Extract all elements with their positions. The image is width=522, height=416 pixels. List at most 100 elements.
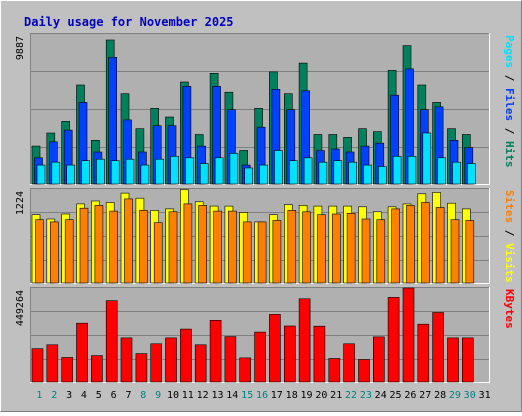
bar-pages-day-21 [333, 160, 343, 185]
bar-pages-day-30 [466, 163, 476, 185]
bar-kbytes-day-15 [239, 357, 251, 383]
x-tick-label-day-4: 4 [81, 390, 87, 401]
bar-sites-day-22 [346, 213, 356, 284]
bar-sites-day-9 [153, 222, 163, 284]
x-tick-label-day-26: 26 [404, 390, 416, 401]
x-tick-label-day-21: 21 [330, 390, 342, 401]
bar-pages-day-9 [155, 158, 164, 185]
bar-kbytes-day-11 [180, 328, 192, 383]
bar-kbytes-day-21 [328, 358, 341, 383]
bar-kbytes-day-16 [254, 331, 266, 383]
legend-item-pages: Pages [503, 35, 516, 68]
x-tick-label-day-11: 11 [182, 390, 194, 401]
bar-pages-day-25 [392, 156, 402, 185]
bar-sites-day-24 [376, 219, 386, 284]
x-tick-label-day-1: 1 [36, 390, 42, 401]
x-tick-label-day-12: 12 [197, 390, 209, 401]
x-axis-labels: 1 2 3 4 5 6 7 8 9 10 11 12 13 14 15 16 17 18 19 20 21 22 23 24 2… [36, 390, 490, 401]
bar-sites-day-8 [139, 210, 148, 284]
x-tick-label-day-23: 23 [360, 390, 372, 401]
x-tick-label-day-8: 8 [140, 390, 146, 401]
x-tick-label-day-30: 30 [464, 390, 476, 401]
bar-sites-day-2 [49, 221, 59, 284]
chart-title: Daily usage for November 2025 [24, 15, 234, 29]
bar-pages-day-18 [288, 160, 298, 185]
legend-item-visits: Visits [503, 243, 516, 283]
panel-visits-sites: 1224 Sites / Visits [15, 188, 516, 284]
bar-kbytes-day-26 [402, 287, 415, 383]
legend-item-files: Files [503, 88, 516, 121]
bar-sites-day-3 [64, 219, 74, 284]
x-tick-label-day-3: 3 [66, 390, 72, 401]
x-tick-label-day-31: 31 [479, 390, 491, 401]
x-tick-label-day-17: 17 [271, 390, 283, 401]
x-tick-label-day-10: 10 [167, 390, 179, 401]
y-max-label-kbytes: 449264 [15, 290, 26, 326]
bar-pages-day-29 [452, 161, 461, 185]
bar-sites-day-5 [94, 205, 104, 284]
bar-pages-day-2 [51, 161, 61, 185]
bar-pages-day-1 [36, 164, 46, 185]
bar-kbytes-day-28 [432, 312, 444, 383]
x-tick-label-day-6: 6 [111, 390, 117, 401]
bar-sites-day-21 [331, 213, 341, 284]
x-tick-label-day-13: 13 [211, 390, 223, 401]
x-tick-label-day-19: 19 [300, 390, 312, 401]
x-tick-label-day-28: 28 [434, 390, 446, 401]
bar-sites-day-23 [361, 218, 371, 284]
x-tick-label-day-9: 9 [155, 390, 161, 401]
legend-separator: / [503, 121, 516, 141]
legend-item-sites: Sites [503, 190, 516, 223]
panel-hits-files-pages: 9887 Pages / Files / Hits [15, 33, 516, 185]
bar-pages-day-23 [363, 164, 372, 185]
bar-kbytes-day-2 [46, 344, 59, 383]
bar-pages-day-22 [348, 161, 357, 185]
bar-sites-day-14 [228, 210, 237, 284]
bar-pages-day-7 [125, 158, 135, 185]
bar-sites-day-28 [435, 207, 445, 284]
bar-pages-day-4 [81, 160, 90, 185]
bar-sites-day-15 [242, 221, 252, 284]
bar-sites-day-16 [257, 221, 267, 284]
bar-kbytes-day-22 [343, 343, 355, 383]
bar-kbytes-day-6 [105, 300, 118, 383]
bar-sites-day-30 [465, 220, 475, 284]
bar-sites-day-26 [406, 205, 415, 284]
bar-kbytes-day-20 [313, 325, 326, 383]
bar-sites-day-29 [450, 219, 460, 284]
x-tick-label-day-7: 7 [125, 390, 131, 401]
bar-pages-day-12 [199, 163, 209, 185]
bar-pages-day-14 [229, 153, 239, 185]
legend-visits-sites: Sites / Visits [503, 190, 516, 283]
bar-kbytes-day-19 [298, 298, 311, 383]
x-tick-label-day-25: 25 [389, 390, 401, 401]
bar-kbytes-day-10 [165, 337, 177, 383]
bar-sites-day-13 [213, 210, 222, 284]
bar-sites-day-4 [79, 207, 89, 284]
bar-kbytes-day-3 [61, 357, 74, 383]
bar-pages-day-10 [170, 156, 179, 185]
bar-kbytes-day-7 [120, 337, 133, 383]
bar-sites-day-18 [287, 210, 297, 284]
bar-pages-day-13 [214, 157, 224, 185]
x-tick-label-day-15: 15 [241, 390, 253, 401]
legend-hits-files-pages: Pages / Files / Hits [503, 35, 516, 168]
bar-kbytes-day-24 [372, 336, 385, 383]
bar-pages-day-24 [377, 166, 387, 185]
bar-kbytes-day-12 [194, 344, 207, 383]
legend-item-kbytes: KBytes [503, 289, 516, 329]
legend-separator: / [503, 68, 516, 88]
bar-sites-day-17 [272, 220, 282, 284]
bar-pages-day-28 [437, 157, 446, 185]
bar-kbytes-day-27 [417, 323, 430, 383]
bar-kbytes-day-13 [209, 319, 222, 383]
bar-kbytes-day-25 [387, 297, 400, 383]
bar-sites-day-27 [420, 202, 430, 284]
legend-separator: / [503, 223, 516, 243]
x-tick-label-day-14: 14 [226, 390, 238, 401]
bar-pages-day-3 [66, 164, 75, 185]
bar-kbytes-day-30 [461, 337, 474, 383]
legend-kbytes: KBytes [503, 289, 516, 329]
